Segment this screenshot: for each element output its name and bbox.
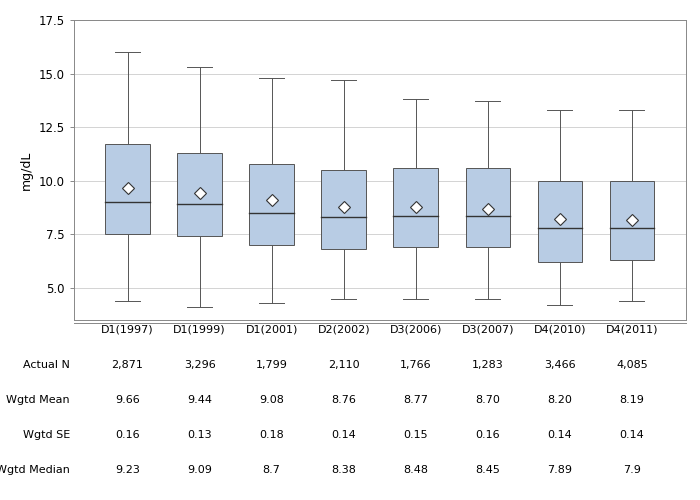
Text: 8.38: 8.38 (331, 465, 356, 475)
Text: D1(2001): D1(2001) (246, 325, 298, 335)
Text: 8.20: 8.20 (547, 395, 573, 405)
Text: 3,296: 3,296 (183, 360, 216, 370)
Text: 0.16: 0.16 (475, 430, 500, 440)
Text: 0.13: 0.13 (188, 430, 212, 440)
Text: D1(1999): D1(1999) (174, 325, 226, 335)
Text: Wgtd Mean: Wgtd Mean (6, 395, 70, 405)
Text: 8.70: 8.70 (475, 395, 500, 405)
Text: 0.14: 0.14 (547, 430, 573, 440)
Text: 0.15: 0.15 (403, 430, 428, 440)
Bar (321, 170, 366, 250)
Text: 8.19: 8.19 (620, 395, 645, 405)
Text: D3(2007): D3(2007) (461, 325, 514, 335)
Text: 1,799: 1,799 (256, 360, 288, 370)
Y-axis label: mg/dL: mg/dL (20, 150, 33, 190)
Text: 8.7: 8.7 (262, 465, 281, 475)
Text: 8.48: 8.48 (403, 465, 428, 475)
Text: 0.18: 0.18 (259, 430, 284, 440)
Text: 4,085: 4,085 (616, 360, 648, 370)
Text: 2,110: 2,110 (328, 360, 360, 370)
Text: D4(2010): D4(2010) (533, 325, 586, 335)
Bar (538, 180, 582, 262)
Text: 0.14: 0.14 (331, 430, 356, 440)
Text: 0.14: 0.14 (620, 430, 644, 440)
Text: Wgtd Median: Wgtd Median (0, 465, 70, 475)
Text: 0.16: 0.16 (116, 430, 140, 440)
Bar (249, 164, 294, 245)
Text: Wgtd SE: Wgtd SE (22, 430, 70, 440)
Text: 9.66: 9.66 (116, 395, 140, 405)
Text: 9.08: 9.08 (259, 395, 284, 405)
Text: 9.09: 9.09 (187, 465, 212, 475)
Text: 1,766: 1,766 (400, 360, 432, 370)
Text: 8.45: 8.45 (475, 465, 500, 475)
Text: 1,283: 1,283 (472, 360, 504, 370)
Bar (105, 144, 150, 234)
Text: 8.76: 8.76 (331, 395, 356, 405)
Text: 7.89: 7.89 (547, 465, 573, 475)
Text: 8.77: 8.77 (403, 395, 428, 405)
Text: D1(1997): D1(1997) (102, 325, 154, 335)
Text: D2(2002): D2(2002) (317, 325, 370, 335)
Text: 2,871: 2,871 (111, 360, 144, 370)
Bar (393, 168, 438, 247)
Text: 3,466: 3,466 (544, 360, 575, 370)
Text: Actual N: Actual N (23, 360, 70, 370)
Bar (610, 180, 655, 260)
Text: 9.23: 9.23 (115, 465, 140, 475)
Text: D4(2011): D4(2011) (606, 325, 658, 335)
Text: 7.9: 7.9 (623, 465, 641, 475)
Text: 9.44: 9.44 (187, 395, 212, 405)
Text: D3(2006): D3(2006) (390, 325, 442, 335)
Bar (466, 168, 510, 247)
Bar (177, 153, 222, 236)
